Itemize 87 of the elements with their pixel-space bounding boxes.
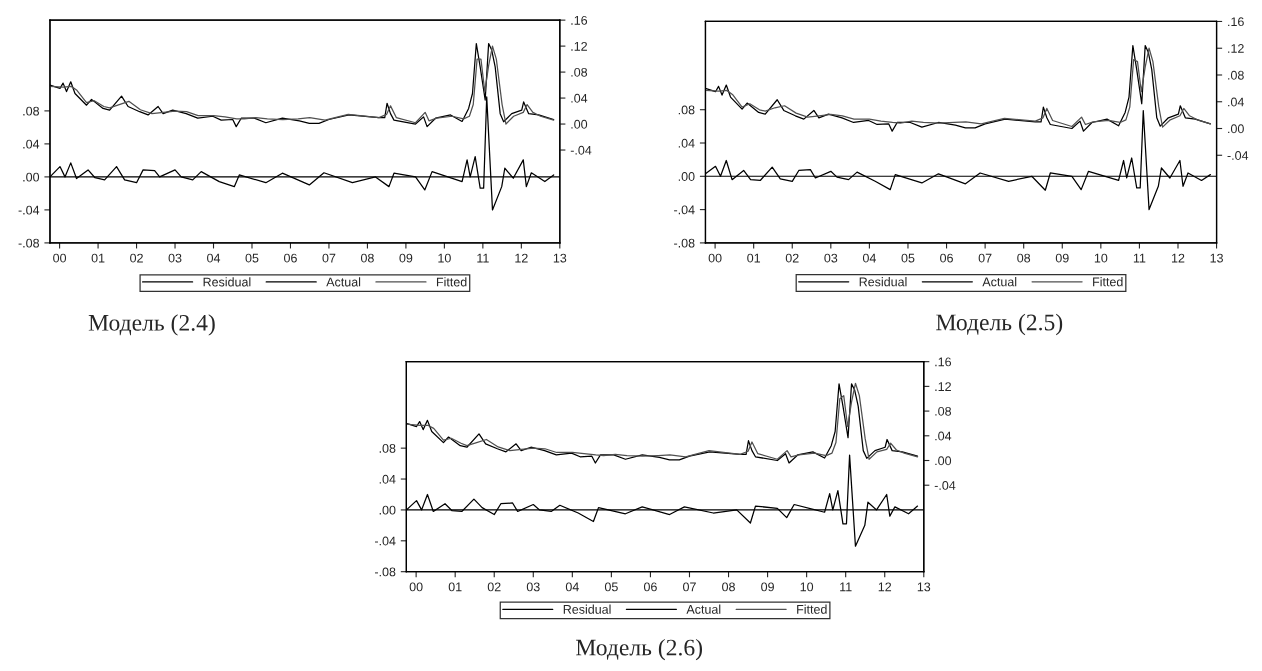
x-tick-label: 05 — [604, 582, 618, 592]
legend-label: Residual — [859, 277, 907, 287]
x-tick-label: 07 — [978, 253, 992, 263]
y2-tick-label: .04 — [935, 431, 952, 441]
x-tick-label: 01 — [91, 253, 105, 263]
y-tick-label: -.08 — [674, 238, 695, 248]
y2-tick-label: .12 — [935, 382, 951, 391]
y2-tick-label: .08 — [571, 67, 588, 77]
x-tick-label: 04 — [207, 253, 221, 263]
y-tick-label: -.08 — [374, 567, 396, 577]
y-tick-label: .00 — [23, 172, 40, 182]
x-tick-label: 08 — [360, 253, 374, 263]
y-tick-label: -.04 — [18, 205, 40, 215]
x-tick-label: 00 — [53, 253, 67, 263]
text: Модель (2.4) — [88, 314, 215, 336]
x-tick-label: 13 — [1210, 253, 1223, 263]
legend-label: Actual — [686, 604, 721, 614]
y2-tick-label: .04 — [1228, 97, 1244, 107]
x-tick-label: 10 — [1094, 253, 1108, 263]
y2-tick-label: .16 — [1228, 17, 1244, 27]
y2-tick-label: -.04 — [934, 481, 956, 490]
x-tick-label: 06 — [643, 582, 657, 592]
y2-tick-label: -.04 — [570, 145, 592, 155]
x-tick-label: 06 — [940, 253, 953, 263]
x-tick-label: 00 — [409, 582, 423, 592]
legend-label: Residual — [203, 277, 251, 287]
legend-label: Fitted — [436, 277, 467, 287]
y2-tick-label: .12 — [571, 41, 587, 51]
x-tick-label: 08 — [1017, 253, 1031, 263]
x-tick-label: 02 — [130, 253, 143, 263]
y-tick-label: .00 — [379, 505, 396, 515]
x-tick-label: 13 — [917, 582, 931, 592]
y-tick-label: .04 — [678, 138, 695, 148]
text: Модель (2.6) — [576, 638, 703, 661]
x-tick-label: 01 — [747, 253, 761, 263]
x-tick-label: 10 — [438, 253, 451, 263]
text: Модель (2.5) — [936, 313, 1063, 336]
y-tick-label: -.04 — [374, 536, 396, 546]
x-tick-label: 11 — [840, 582, 852, 592]
y2-tick-label: .08 — [935, 406, 952, 416]
x-tick-label: 07 — [322, 253, 336, 263]
x-tick-label: 05 — [245, 253, 259, 263]
x-tick-label: 06 — [284, 253, 297, 263]
x-tick-label: 12 — [1172, 253, 1185, 263]
x-tick-label: 03 — [824, 253, 838, 263]
y-tick-label: .08 — [23, 106, 40, 116]
y2-tick-label: .08 — [1228, 70, 1244, 80]
x-tick-label: 02 — [487, 582, 501, 592]
y-tick-label: .04 — [379, 474, 396, 484]
x-tick-label: 12 — [515, 253, 528, 263]
x-tick-label: 04 — [862, 253, 876, 263]
x-tick-label: 02 — [785, 253, 799, 263]
y-tick-label: .08 — [379, 443, 396, 453]
y2-tick-label: .04 — [571, 93, 588, 103]
x-tick-label: 09 — [399, 253, 413, 263]
legend-label: Actual — [326, 277, 361, 287]
x-tick-label: 03 — [526, 582, 540, 592]
x-tick-label: 13 — [553, 253, 567, 263]
y2-tick-label: .00 — [935, 456, 952, 466]
x-tick-label: 11 — [477, 253, 489, 263]
x-tick-label: 08 — [722, 582, 735, 592]
x-tick-label: 00 — [708, 253, 722, 263]
x-tick-label: 04 — [565, 582, 579, 592]
y-tick-label: .00 — [678, 172, 695, 181]
y2-tick-label: .16 — [571, 15, 588, 25]
x-tick-label: 11 — [1133, 253, 1146, 263]
legend-label: Residual — [563, 604, 611, 614]
y-tick-label: -.08 — [18, 238, 40, 248]
x-tick-label: 07 — [683, 582, 696, 592]
y-tick-label: .04 — [23, 139, 40, 149]
legend-label: Actual — [982, 277, 1017, 287]
legend-label: Fitted — [1093, 277, 1123, 287]
x-tick-label: 05 — [901, 253, 915, 263]
y-tick-label: .08 — [678, 105, 695, 115]
x-tick-label: 09 — [1055, 253, 1069, 263]
y2-tick-label: .00 — [1228, 124, 1244, 134]
x-tick-label: 09 — [761, 582, 774, 592]
x-tick-label: 10 — [800, 582, 814, 592]
x-tick-label: 01 — [448, 582, 462, 592]
legend-label: Fitted — [797, 604, 827, 614]
y2-tick-label: .00 — [571, 119, 588, 129]
x-tick-label: 12 — [878, 582, 892, 592]
y2-tick-label: .16 — [935, 357, 952, 367]
y-tick-label: -.04 — [674, 205, 695, 215]
y2-tick-label: .12 — [1228, 44, 1244, 53]
y2-tick-label: -.04 — [1227, 151, 1249, 160]
x-tick-label: 03 — [168, 253, 182, 263]
